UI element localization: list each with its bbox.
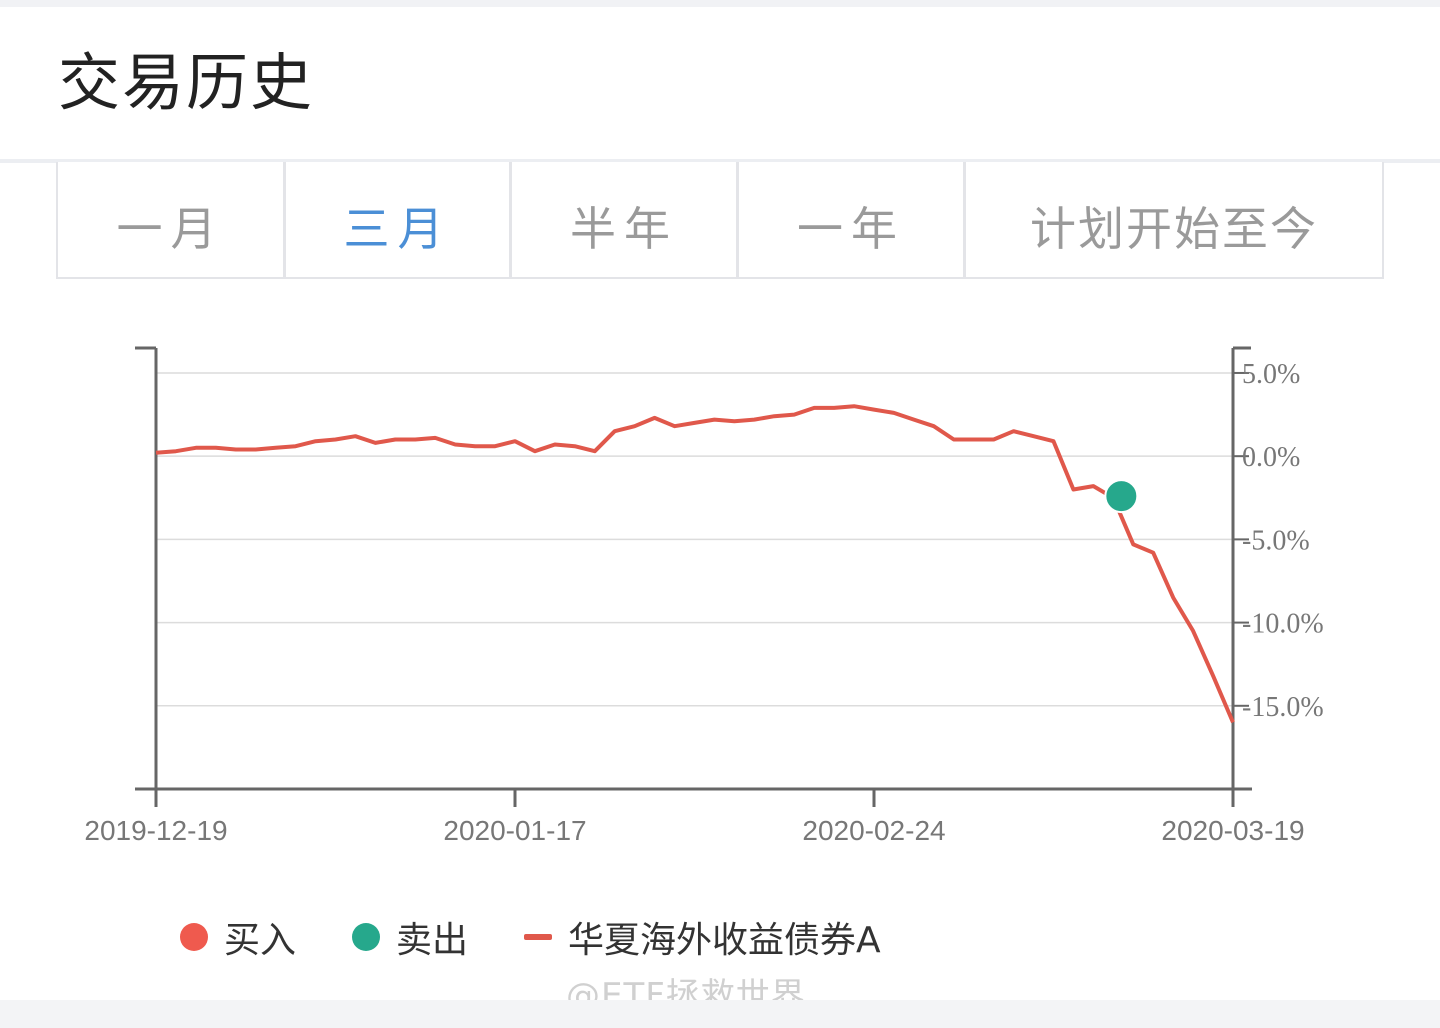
y-tick-label: 5.0%	[1242, 359, 1300, 390]
x-tick-label: 2020-02-24	[802, 815, 945, 846]
page-header: 交易历史	[0, 7, 1440, 159]
tab-half-year[interactable]: 半年	[512, 162, 739, 277]
x-tick-label: 2019-12-19	[84, 815, 227, 846]
series-line	[155, 404, 1235, 724]
tab-one-year[interactable]: 一年	[739, 162, 966, 277]
y-tick-label: -10.0%	[1242, 609, 1324, 640]
y-tick-label: -5.0%	[1242, 525, 1310, 556]
sell-marker	[1104, 479, 1139, 514]
returns-chart: 5.0% 0.0% -5.0% -10.0% -15.0% 2019-12-19 2020-…	[84, 346, 1324, 846]
legend-sell-label: 卖出	[396, 920, 469, 961]
chart-legend: 买入 卖出 华夏海外收益债券A	[180, 910, 937, 964]
tab-three-months[interactable]: 三月	[286, 162, 512, 277]
footer-strip	[0, 1000, 1440, 1028]
line-dash-icon	[524, 934, 553, 940]
y-tick-label: 0.0%	[1242, 442, 1300, 473]
sell-dot-icon	[352, 923, 381, 951]
legend-buy-label: 买入	[224, 920, 297, 961]
tab-one-month[interactable]: 一月	[58, 162, 286, 277]
legend-sell[interactable]: 卖出	[352, 911, 468, 963]
x-tick-label: 2020-03-19	[1161, 815, 1304, 846]
top-strip	[0, 0, 1440, 7]
tab-since-plan-start[interactable]: 计划开始至今	[1030, 201, 1318, 256]
period-tabs: 一月 三月 半年 一年 计划开始至今	[56, 162, 1384, 279]
page-title: 交易历史	[58, 46, 315, 119]
buy-dot-icon	[180, 923, 208, 951]
legend-buy[interactable]: 买入	[180, 911, 296, 963]
legend-series-label: 华夏海外收益债券A	[568, 920, 881, 961]
header-divider	[0, 159, 1440, 163]
legend-series[interactable]: 华夏海外收益债券A	[524, 911, 881, 963]
y-tick-label: -15.0%	[1242, 692, 1324, 723]
x-tick-label: 2020-01-17	[443, 815, 586, 846]
